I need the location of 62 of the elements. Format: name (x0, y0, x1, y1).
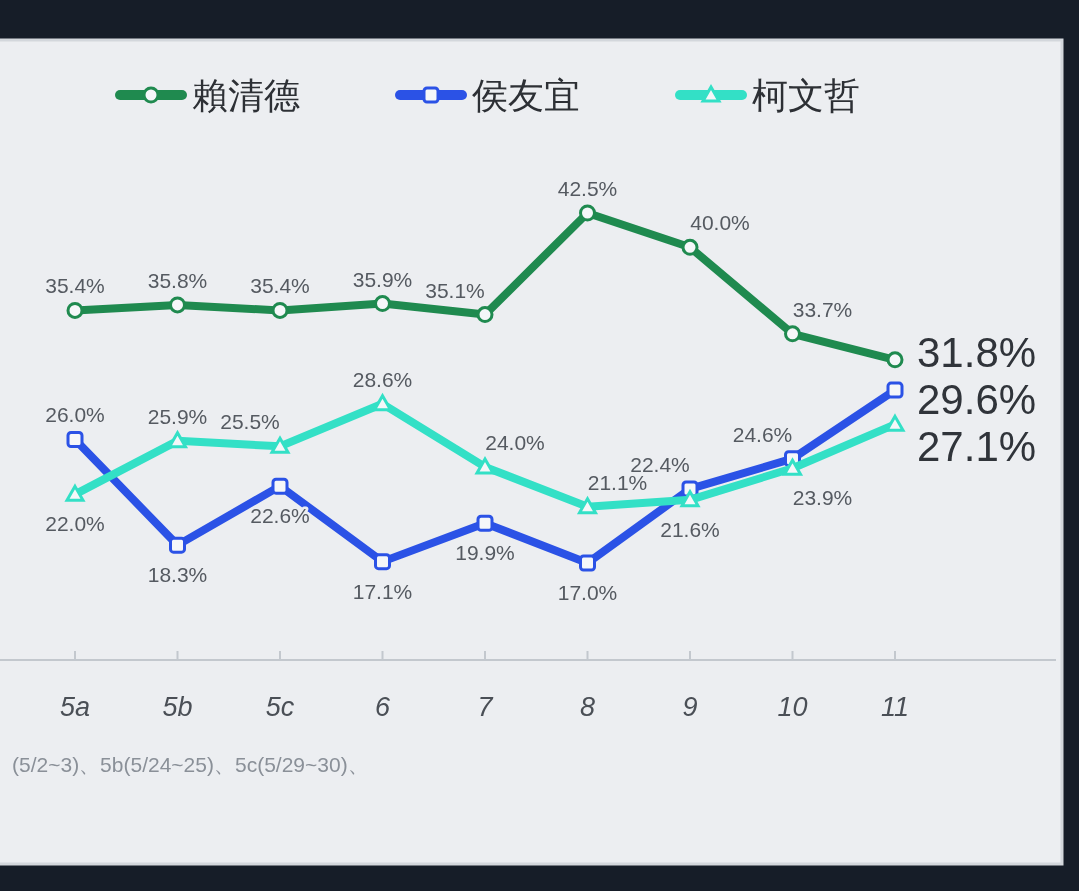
legend-label: 柯文哲 (752, 75, 860, 116)
point (374, 553, 391, 571)
data-label: 22.0% (45, 512, 105, 536)
data-label: 22.4% (630, 452, 690, 476)
data-label: 35.8% (147, 268, 208, 292)
data-label: 25.5% (220, 410, 280, 434)
data-label: 33.7% (792, 297, 853, 321)
data-label: 17.0% (557, 581, 618, 604)
data-label: 27.1% (917, 422, 1037, 470)
point (680, 490, 700, 508)
point (886, 381, 904, 399)
point (271, 301, 289, 319)
point (579, 554, 596, 572)
point (374, 295, 391, 313)
data-label: 22.6% (250, 504, 310, 528)
data-label: 35.1% (425, 278, 485, 302)
data-label: 24.0% (485, 430, 545, 454)
point (66, 301, 84, 319)
data-label: 21.6% (660, 517, 720, 541)
point (578, 497, 597, 515)
point (579, 204, 596, 222)
x-tick-label: 7 (477, 692, 494, 722)
x-tick-label: 5c (265, 692, 295, 722)
x-tick-label: 11 (880, 692, 910, 722)
point (169, 536, 186, 554)
point (784, 325, 801, 343)
point (66, 430, 84, 448)
text: (5/2~3)、5b(5/24~25)、5c(5/29~30)、 (12, 753, 369, 776)
data-label: 28.6% (352, 367, 413, 391)
data-label: 35.4% (250, 274, 310, 298)
point (885, 414, 905, 432)
x-tick-label: 5a (59, 692, 91, 722)
x-tick-label: 5b (162, 692, 193, 722)
data-label: 18.3% (147, 563, 208, 587)
x-tick-label: 6 (374, 692, 391, 722)
data-label: 17.1% (352, 579, 413, 603)
data-label: 42.5% (557, 177, 618, 200)
point (476, 306, 494, 324)
legend-label: 侯友宜 (472, 75, 580, 116)
x-tick-label: 9 (682, 692, 698, 722)
point (476, 514, 494, 532)
point (270, 436, 290, 454)
point (65, 484, 85, 502)
data-label: 25.9% (147, 404, 208, 428)
data-label: 35.4% (45, 274, 105, 298)
point (886, 351, 904, 369)
data-label: 31.8% (917, 328, 1037, 376)
data-label: 19.9% (455, 541, 515, 565)
x-tick-label: 10 (777, 692, 808, 722)
data-label: 24.6% (732, 422, 793, 446)
point (169, 296, 186, 314)
data-label: 26.0% (45, 403, 105, 427)
point (681, 238, 699, 256)
point (271, 477, 289, 495)
legend-label: 賴清德 (192, 75, 300, 116)
point (475, 457, 495, 475)
data-label: 35.9% (352, 267, 413, 291)
data-label: 23.9% (792, 486, 853, 510)
x-tick-label: 8 (579, 692, 596, 722)
data-label: 29.6% (917, 375, 1037, 423)
point (783, 458, 802, 476)
data-label: 40.0% (690, 211, 750, 235)
